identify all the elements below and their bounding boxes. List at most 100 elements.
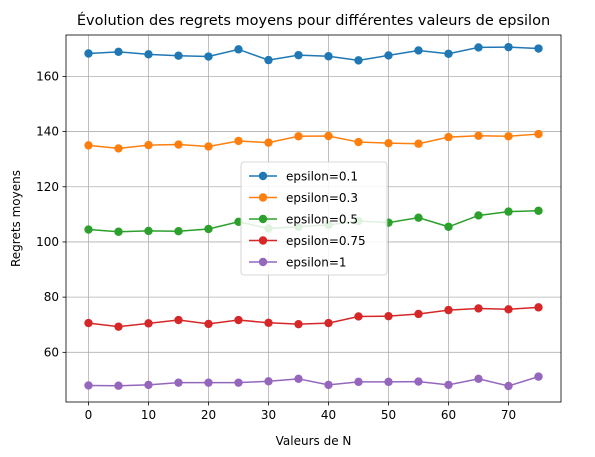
data-point <box>204 52 213 61</box>
x-tick-label: 40 <box>321 408 336 422</box>
data-point <box>324 380 333 390</box>
x-tick-label: 70 <box>501 408 516 422</box>
data-point <box>114 227 123 236</box>
legend-item: epsilon=1 <box>249 256 347 270</box>
series-line <box>88 133 539 150</box>
data-point <box>264 55 273 65</box>
series-layer <box>84 42 543 391</box>
data-point <box>414 139 423 148</box>
data-point <box>384 51 393 60</box>
data-point <box>444 380 453 390</box>
data-point <box>84 381 93 390</box>
x-tick-label: 10 <box>141 408 156 422</box>
series-line <box>88 306 539 328</box>
data-point <box>354 137 363 147</box>
series-line <box>88 46 539 62</box>
data-point <box>534 206 543 215</box>
data-point <box>534 372 543 381</box>
data-point <box>234 45 243 54</box>
data-point <box>114 322 123 331</box>
data-point <box>84 225 93 234</box>
legend-marker <box>258 193 268 202</box>
data-point <box>444 305 453 315</box>
data-point <box>414 213 423 222</box>
data-point <box>504 305 513 314</box>
data-point <box>144 226 153 236</box>
legend-label: epsilon=0.75 <box>286 234 366 248</box>
y-tick-label: 100 <box>36 235 59 249</box>
data-point <box>144 50 153 59</box>
legend-item: epsilon=0.75 <box>249 234 366 248</box>
data-point <box>204 378 213 387</box>
data-point <box>504 132 513 141</box>
data-point <box>354 377 363 387</box>
data-point <box>84 49 93 58</box>
data-point <box>474 131 483 140</box>
series-1 <box>84 42 543 65</box>
data-point <box>504 207 513 216</box>
data-point <box>354 56 363 65</box>
series-4 <box>84 303 543 331</box>
legend-label: epsilon=1 <box>286 256 347 270</box>
data-point <box>144 380 153 390</box>
data-point <box>414 309 423 319</box>
data-point <box>174 378 183 387</box>
data-point <box>534 303 543 312</box>
y-tick-label: 60 <box>44 345 59 359</box>
data-point <box>474 43 483 52</box>
legend: epsilon=0.1 epsilon=0.3 epsilon=0.5 epsilon… <box>240 161 388 276</box>
data-point <box>114 381 123 390</box>
data-point <box>144 319 153 328</box>
data-point <box>504 42 513 52</box>
data-point <box>324 318 333 328</box>
plot-frame <box>65 34 562 403</box>
chart-title: Évolution des regrets moyens pour différ… <box>77 12 550 29</box>
data-point <box>474 374 483 384</box>
data-point <box>204 224 213 234</box>
x-tick-label: 0 <box>85 408 93 422</box>
x-tick-label: 30 <box>261 408 276 422</box>
data-point <box>174 140 183 149</box>
data-point <box>204 142 213 151</box>
legend-label: epsilon=0.3 <box>286 191 358 205</box>
series-2 <box>84 129 543 153</box>
legend-marker <box>258 236 268 245</box>
data-point <box>234 136 243 146</box>
data-point <box>234 378 243 387</box>
legend-marker <box>258 171 268 181</box>
y-tick-label: 160 <box>36 69 59 83</box>
data-point <box>294 50 303 60</box>
y-tick-label: 140 <box>36 125 59 139</box>
data-point <box>474 304 483 313</box>
data-point <box>84 318 93 328</box>
data-point <box>444 49 453 58</box>
legend-label: epsilon=0.5 <box>286 213 358 227</box>
y-tick-label: 80 <box>44 290 59 304</box>
axes-ticks: 0 10 20 30 40 50 60 70 60 80 100 120 140 160 <box>36 69 516 422</box>
y-axis-label: Regrets moyens <box>9 170 23 267</box>
data-point <box>174 315 183 325</box>
data-point <box>444 222 453 231</box>
data-point <box>264 318 273 328</box>
legend-label: epsilon=0.1 <box>286 170 358 184</box>
data-point <box>504 381 513 391</box>
data-point <box>534 44 543 53</box>
x-tick-label: 20 <box>201 408 216 422</box>
series-5 <box>84 372 543 391</box>
data-point <box>324 52 333 61</box>
data-point <box>264 377 273 386</box>
data-point <box>384 311 393 321</box>
data-point <box>114 47 123 57</box>
x-tick-label: 50 <box>381 408 396 422</box>
data-point <box>384 377 393 387</box>
data-point <box>414 377 423 386</box>
data-point <box>264 138 273 147</box>
data-point <box>294 374 303 384</box>
data-point <box>174 226 183 236</box>
data-point <box>474 211 483 220</box>
data-point <box>324 131 333 141</box>
legend-item: epsilon=0.1 <box>249 170 358 184</box>
data-point <box>234 315 243 325</box>
data-point <box>294 132 303 141</box>
